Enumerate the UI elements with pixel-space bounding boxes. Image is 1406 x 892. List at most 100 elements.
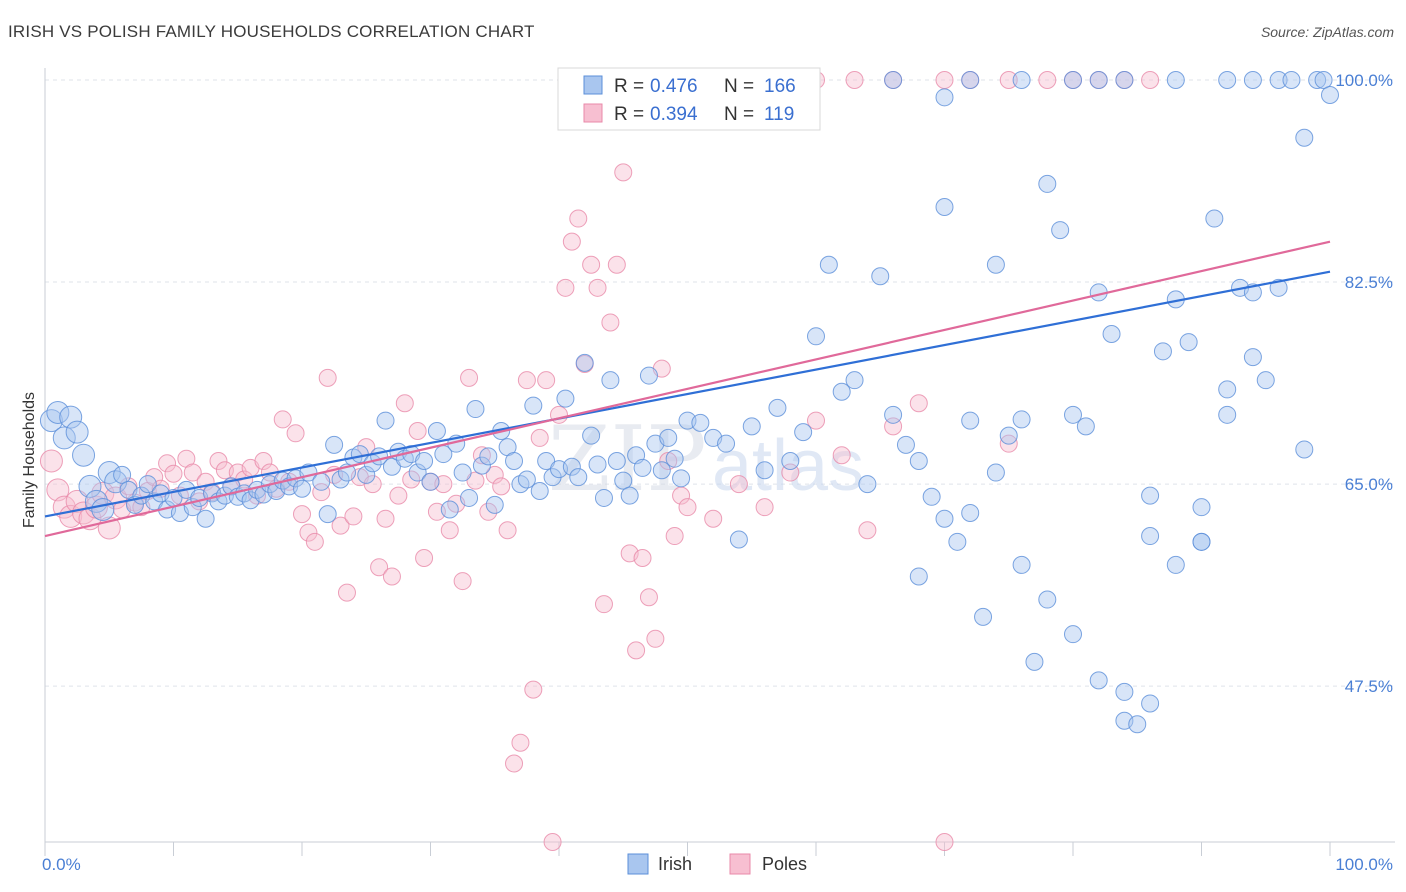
- irish-point: [1141, 694, 1160, 713]
- irish-point: [1269, 71, 1288, 89]
- poles-point: [408, 421, 427, 440]
- irish-point: [91, 497, 115, 521]
- y-tick-label: 82.5%: [1345, 273, 1393, 292]
- irish-point: [665, 449, 684, 468]
- poles-point: [305, 532, 324, 551]
- irish-trend-line: [44, 270, 1331, 518]
- poles-point: [485, 465, 504, 484]
- poles-point: [607, 255, 626, 274]
- poles-point: [562, 232, 581, 251]
- poles-point: [729, 475, 748, 494]
- poles-point: [935, 71, 954, 89]
- poles-point: [582, 255, 601, 274]
- irish-point: [408, 463, 427, 482]
- irish-point: [466, 400, 485, 419]
- irish-point: [807, 327, 825, 346]
- irish-point: [1089, 71, 1108, 89]
- irish-point: [961, 411, 980, 430]
- poles-point: [337, 583, 356, 602]
- irish-point: [1038, 590, 1057, 609]
- poles-point: [312, 483, 331, 502]
- poles-point: [164, 464, 183, 483]
- poles-point: [537, 371, 556, 390]
- irish-point: [948, 532, 967, 551]
- irish-point: [582, 426, 601, 445]
- bottom-legend-irish-label: Irish: [658, 854, 692, 874]
- poles-point: [460, 368, 479, 387]
- irish-point: [717, 434, 736, 453]
- irish-point: [357, 465, 376, 484]
- irish-point: [1038, 174, 1057, 193]
- poles-point: [472, 446, 491, 465]
- irish-point: [460, 488, 479, 507]
- irish-point: [781, 452, 800, 470]
- poles-point: [594, 595, 613, 614]
- poles-point: [453, 572, 472, 591]
- legend-irish-r-value: 0.476: [650, 76, 698, 97]
- irish-point: [1064, 625, 1082, 644]
- axes: [44, 68, 1395, 856]
- irish-point: [1012, 410, 1031, 429]
- irish-point: [1064, 71, 1082, 89]
- x-tick-label: 100.0%: [1335, 855, 1393, 874]
- irish-point: [376, 411, 395, 430]
- irish-point: [1256, 371, 1275, 390]
- irish-point: [1115, 71, 1134, 89]
- poles-point: [543, 833, 562, 851]
- poles-point: [466, 471, 485, 490]
- poles-point: [646, 629, 665, 648]
- poles-point: [158, 454, 177, 473]
- irish-point: [46, 401, 70, 425]
- y-tick-label: 47.5%: [1345, 677, 1393, 696]
- irish-point: [575, 353, 594, 372]
- poles-point: [999, 71, 1018, 89]
- irish-point: [1243, 71, 1262, 89]
- poles-point: [382, 567, 401, 586]
- irish-point: [1025, 652, 1044, 671]
- trend-lines: [44, 240, 1331, 538]
- poles-point: [601, 313, 620, 332]
- irish-point: [922, 487, 941, 506]
- legend-irish-r-label: R =: [614, 76, 644, 97]
- poles-point: [331, 516, 350, 535]
- poles-point: [299, 523, 318, 542]
- irish-point: [325, 435, 344, 454]
- legend-poles-r-label: R =: [614, 104, 644, 125]
- irish-point: [1115, 682, 1134, 701]
- legend-poles-n-label: N =: [724, 104, 754, 125]
- irish-point: [1308, 71, 1327, 89]
- legend-irish-n-value: 166: [764, 76, 796, 97]
- irish-point: [113, 465, 132, 484]
- poles-point: [370, 558, 389, 577]
- irish-point: [896, 435, 915, 454]
- irish-point: [961, 503, 980, 522]
- irish-point: [691, 413, 710, 432]
- irish-point: [1218, 405, 1237, 424]
- poles-point: [755, 498, 774, 517]
- poles-point: [633, 548, 652, 567]
- irish-point: [517, 470, 536, 489]
- irish-point: [1012, 555, 1031, 574]
- poles-point: [569, 209, 588, 228]
- y-tick-labels: 47.5% 65.0% 82.5% 100.0%: [1335, 71, 1393, 696]
- legend-poles-swatch: [583, 103, 603, 123]
- poles-point: [678, 498, 697, 517]
- irish-point: [196, 509, 215, 528]
- poles-point: [935, 833, 954, 851]
- irish-point: [1295, 128, 1314, 147]
- irish-points: [39, 71, 1339, 734]
- irish-point: [832, 382, 851, 401]
- irish-point: [1295, 440, 1314, 459]
- irish-point: [659, 428, 678, 447]
- poles-point: [273, 410, 292, 429]
- top-legend: R = 0.476 N = 166 R = 0.394 N = 119: [557, 67, 821, 131]
- bottom-legend-irish-swatch: [627, 853, 649, 875]
- irish-point: [1243, 348, 1262, 367]
- poles-point: [65, 489, 89, 513]
- irish-point: [672, 469, 691, 488]
- poles-point: [704, 509, 723, 528]
- poles-point: [39, 449, 63, 473]
- irish-point: [1321, 86, 1339, 105]
- irish-point: [415, 452, 434, 470]
